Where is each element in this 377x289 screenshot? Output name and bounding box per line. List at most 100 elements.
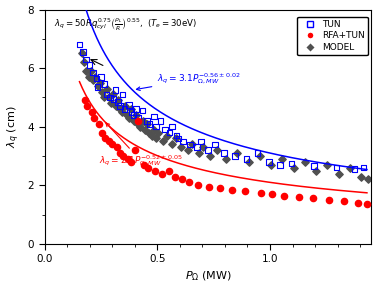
Point: [81, 60, 87, 64]
Point: [360, 165, 366, 170]
Point: [139, 108, 146, 113]
Point: [125, 157, 131, 161]
Point: [173, 136, 179, 141]
Point: [90, 70, 96, 75]
Point: [187, 142, 193, 147]
Point: [334, 165, 340, 170]
Point: [229, 187, 235, 192]
Point: [79, 51, 85, 56]
Y-axis label: $\lambda_q$ (cm): $\lambda_q$ (cm): [6, 105, 22, 148]
Point: [178, 145, 184, 149]
Point: [365, 177, 371, 182]
Point: [206, 184, 212, 189]
Point: [151, 127, 157, 132]
Point: [120, 154, 126, 158]
Point: [189, 142, 195, 147]
Point: [212, 142, 218, 147]
Point: [99, 89, 105, 94]
Text: $\lambda_q = 50Rq_{cyl}^{0.75}\left(\frac{\rho_L}{R}\right)^{0.55},\ (T_e = 30\m: $\lambda_q = 50Rq_{cyl}^{0.75}\left(\fra…: [54, 16, 198, 33]
Point: [311, 164, 317, 168]
Point: [90, 77, 96, 82]
Point: [97, 80, 103, 85]
Point: [98, 75, 104, 79]
Point: [258, 190, 264, 195]
Point: [96, 121, 102, 126]
Point: [159, 171, 165, 176]
Point: [364, 202, 370, 207]
Point: [106, 95, 112, 100]
Point: [179, 177, 185, 182]
Point: [186, 180, 192, 185]
Point: [135, 121, 141, 126]
Point: [84, 104, 90, 109]
Point: [185, 148, 191, 153]
Point: [313, 168, 319, 173]
Point: [101, 95, 107, 100]
Point: [277, 162, 283, 167]
Point: [196, 151, 202, 155]
Point: [169, 142, 175, 147]
Point: [113, 104, 119, 109]
Point: [336, 171, 342, 176]
Point: [106, 139, 112, 144]
Legend: TUN, RFA+TUN, MODEL: TUN, RFA+TUN, MODEL: [297, 16, 368, 55]
Point: [153, 124, 159, 129]
Point: [288, 161, 294, 166]
Point: [269, 192, 275, 197]
Point: [242, 189, 248, 193]
Point: [133, 113, 139, 117]
Point: [107, 95, 113, 100]
Point: [145, 165, 151, 170]
Point: [342, 199, 348, 204]
Point: [201, 145, 207, 149]
Point: [130, 113, 136, 117]
Point: [82, 98, 88, 103]
Point: [99, 130, 105, 135]
Point: [115, 98, 121, 103]
Point: [245, 160, 251, 164]
Point: [223, 157, 229, 161]
Point: [92, 75, 98, 79]
Point: [144, 118, 150, 123]
Point: [291, 165, 297, 170]
Point: [95, 85, 101, 90]
Point: [355, 201, 361, 205]
Point: [207, 154, 213, 158]
Point: [302, 160, 308, 164]
Point: [126, 116, 132, 120]
Point: [152, 168, 158, 173]
Point: [326, 198, 332, 202]
Point: [121, 107, 127, 112]
Point: [310, 196, 316, 201]
Point: [130, 118, 136, 123]
Point: [243, 157, 249, 161]
Point: [80, 50, 86, 54]
Point: [160, 139, 166, 144]
Text: $\lambda_q = 3.1P_{\Omega,MW}^{-0.56\pm0.02}$: $\lambda_q = 3.1P_{\Omega,MW}^{-0.56\pm0…: [136, 71, 241, 90]
Point: [325, 162, 331, 167]
Point: [135, 118, 141, 123]
Point: [180, 139, 186, 144]
Point: [119, 110, 125, 114]
Point: [139, 118, 146, 123]
Point: [124, 113, 130, 117]
Point: [151, 114, 157, 119]
Point: [93, 76, 100, 81]
Point: [144, 121, 150, 126]
Point: [108, 101, 114, 105]
Point: [198, 139, 204, 144]
Point: [110, 92, 116, 97]
Point: [358, 174, 364, 179]
Point: [83, 69, 89, 73]
Point: [119, 92, 125, 97]
Point: [266, 160, 272, 164]
Point: [205, 148, 211, 153]
Point: [234, 151, 240, 155]
Point: [194, 145, 200, 149]
Point: [280, 193, 287, 198]
Point: [115, 99, 121, 104]
Point: [146, 121, 152, 126]
Point: [88, 69, 94, 73]
Point: [95, 84, 101, 88]
Point: [155, 130, 161, 135]
